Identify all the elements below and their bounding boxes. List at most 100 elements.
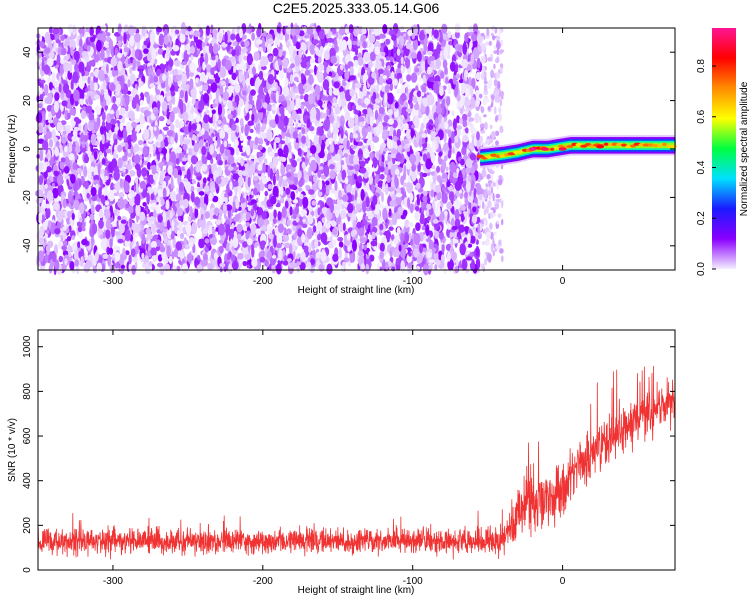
noise-cell (343, 105, 347, 113)
noise-cell (307, 261, 312, 271)
noise-cell (231, 72, 237, 81)
noise-cell (115, 109, 120, 120)
noise-cell (210, 58, 217, 67)
noise-cell (250, 223, 257, 236)
noise-cell (428, 265, 433, 271)
noise-cell (105, 32, 111, 37)
noise-cell (366, 181, 370, 191)
noise-cell (75, 145, 81, 154)
noise-cell (117, 128, 125, 138)
noise-cell (390, 234, 395, 241)
noise-cell (441, 192, 448, 204)
noise-cell (330, 188, 336, 194)
noise-cell (357, 72, 362, 78)
noise-cell (360, 98, 364, 104)
noise-cell (363, 148, 370, 159)
noise-cell (442, 85, 447, 91)
noise-cell (228, 143, 232, 148)
noise-cell (131, 121, 137, 128)
noise-cell (268, 151, 275, 157)
noise-cell (300, 104, 305, 110)
noise-cell (472, 23, 478, 34)
noise-cell (235, 63, 240, 71)
noise-cell (337, 236, 344, 242)
noise-cell (108, 189, 115, 202)
noise-cell (441, 178, 448, 183)
noise-cell (127, 152, 133, 158)
noise-cell (46, 178, 51, 187)
noise-cell (247, 56, 254, 63)
noise-cell (232, 166, 239, 171)
noise-cell (317, 233, 321, 241)
noise-cell (147, 161, 151, 170)
noise-cell (119, 107, 126, 116)
noise-cell (433, 250, 439, 263)
noise-cell (69, 182, 74, 188)
noise-cell (347, 103, 351, 110)
noise-cell (64, 146, 68, 153)
noise-cell (53, 40, 57, 52)
noise-cell (142, 44, 147, 50)
noise-cell (177, 229, 181, 238)
noise-cell (132, 58, 136, 70)
figure-title: C2E5.2025.333.05.14.G06 (273, 0, 440, 16)
noise-cell (172, 45, 180, 52)
noise-cell (355, 82, 362, 89)
noise-cell (285, 136, 289, 145)
noise-cell (223, 140, 228, 148)
noise-cell (406, 74, 412, 82)
noise-cell (202, 93, 210, 104)
noise-cell (381, 192, 384, 203)
noise-cell (212, 195, 219, 203)
noise-cell (165, 151, 170, 163)
noise-cell (107, 254, 112, 267)
noise-cell (114, 138, 118, 145)
noise-cell (317, 169, 322, 178)
noise-cell (442, 59, 448, 69)
noise-cell (48, 264, 53, 274)
noise-cell (93, 174, 100, 181)
noise-cell (454, 85, 459, 98)
noise-cell (431, 247, 437, 253)
noise-cell (268, 233, 274, 240)
noise-cell (211, 55, 216, 61)
noise-cell (69, 39, 76, 51)
noise-cell (272, 47, 279, 57)
noise-cell (130, 73, 136, 85)
noise-cell (263, 158, 268, 165)
noise-cell (134, 223, 141, 233)
noise-cell (469, 153, 477, 161)
noise-cell (239, 98, 244, 107)
noise-cell (317, 71, 324, 83)
noise-cell (104, 195, 108, 201)
noise-cell (468, 25, 474, 32)
noise-cell (441, 23, 448, 34)
noise-cell (73, 180, 79, 193)
noise-cell (379, 47, 383, 53)
noise-cell (326, 263, 333, 275)
noise-cell (127, 79, 131, 88)
noise-cell (78, 178, 82, 188)
noise-cell (359, 121, 364, 128)
noise-cell (247, 205, 252, 212)
noise-cell (78, 231, 83, 240)
noise-cell (182, 178, 189, 183)
noise-cell (273, 236, 277, 248)
noise-cell (269, 168, 274, 180)
noise-cell (222, 115, 226, 125)
noise-cell (139, 92, 145, 103)
noise-cell (68, 141, 73, 154)
noise-cell (420, 212, 425, 222)
noise-cell (254, 79, 260, 91)
noise-cell (114, 231, 121, 236)
noise-cell (162, 211, 167, 223)
noise-cell (342, 222, 346, 232)
noise-cell (117, 215, 122, 221)
noise-cell (220, 80, 226, 86)
noise-cell (305, 184, 310, 190)
noise-cell (344, 70, 350, 81)
noise-cell (332, 88, 340, 96)
noise-cell (308, 189, 315, 195)
noise-cell (76, 130, 82, 138)
noise-cell (103, 187, 109, 196)
